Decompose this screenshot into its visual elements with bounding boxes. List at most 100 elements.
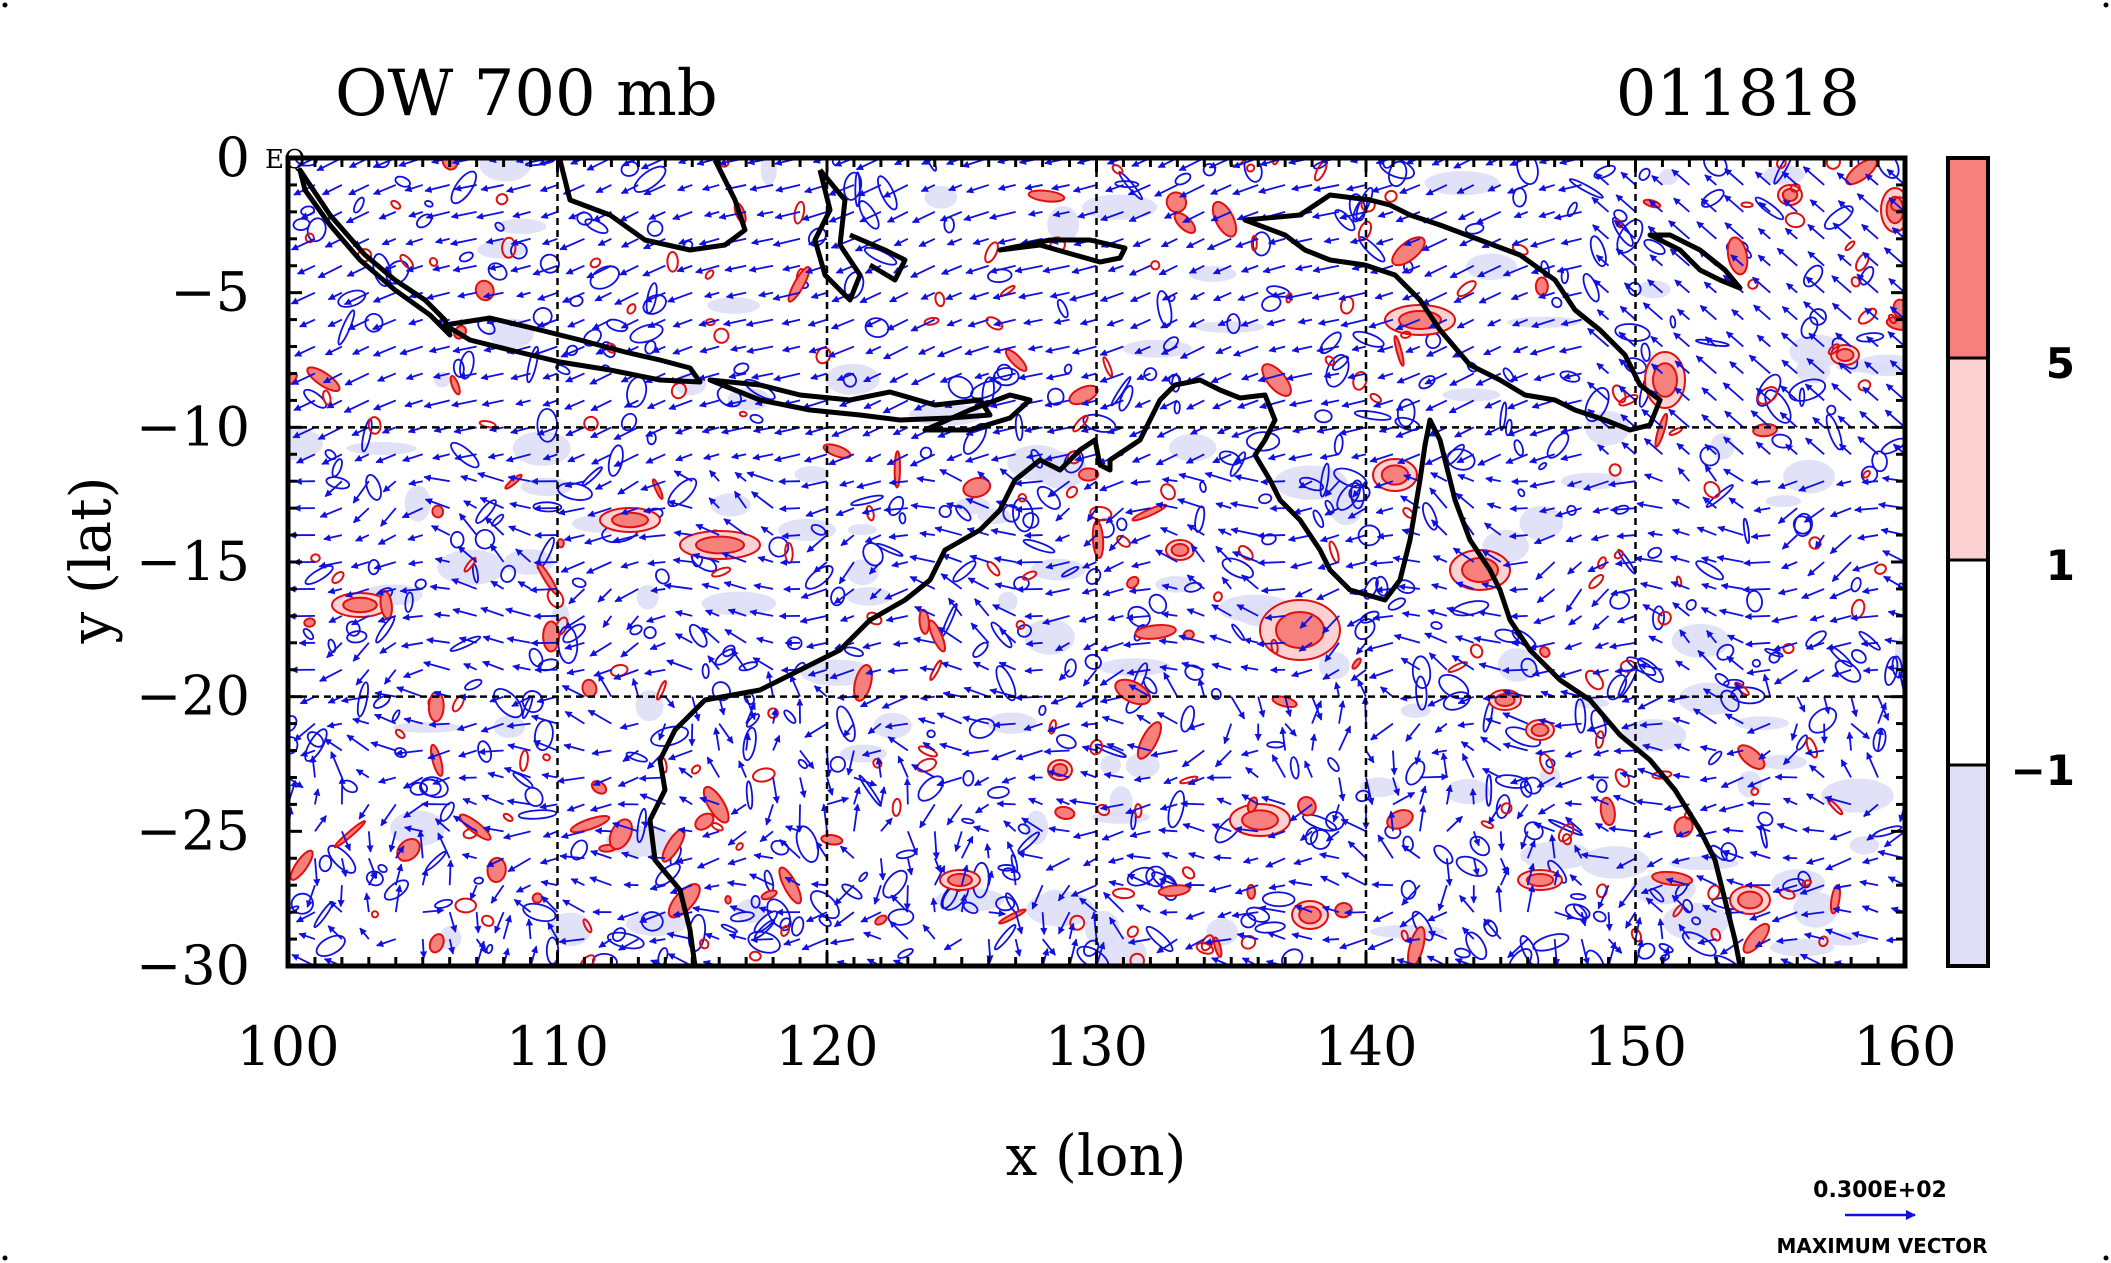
- negative-ow-contour: [1145, 925, 1174, 953]
- y-tick-label: 0: [216, 126, 250, 189]
- wind-vector: [1497, 831, 1506, 851]
- x-tick-label: 130: [1045, 1015, 1148, 1078]
- wind-vector: [1509, 504, 1528, 513]
- negative-ow-contour: [517, 809, 558, 820]
- negative-ow-contour: [1411, 655, 1432, 690]
- negative-ow-contour: [1611, 216, 1634, 247]
- negative-ow-region: [1188, 266, 1237, 282]
- wind-vector: [779, 558, 801, 567]
- negative-ow-contour: [720, 923, 738, 934]
- negative-ow-region: [1424, 171, 1500, 196]
- negative-ow-contour: [1433, 844, 1454, 865]
- negative-ow-region: [1637, 280, 1671, 299]
- negative-ow-contour: [290, 892, 314, 915]
- negative-ow-contour: [526, 345, 540, 384]
- negative-ow-region: [1710, 433, 1735, 460]
- negative-ow-contour: [1327, 757, 1340, 773]
- negative-ow-contour: [836, 705, 856, 743]
- negative-ow-contour: [1859, 265, 1875, 286]
- colorbar-band: [1948, 560, 1988, 765]
- negative-ow-contour: [1800, 316, 1819, 339]
- negative-ow-contour: [1180, 705, 1196, 733]
- colorbar-level-label: 5: [2046, 339, 2075, 388]
- wind-vector: [288, 885, 289, 887]
- positive-ow-contour: [431, 504, 445, 519]
- negative-ow-contour: [766, 898, 791, 929]
- negative-ow-region: [847, 524, 878, 536]
- negative-ow-region: [1445, 778, 1491, 805]
- negative-ow-contour: [1298, 476, 1325, 492]
- negative-ow-contour: [1261, 891, 1296, 908]
- negative-ow-contour: [996, 363, 1013, 381]
- negative-ow-contour: [810, 523, 827, 536]
- negative-ow-region: [1169, 434, 1217, 462]
- negative-ow-region: [955, 496, 991, 515]
- negative-ow-contour: [377, 863, 388, 874]
- negative-ow-region: [635, 690, 664, 722]
- negative-ow-contour: [1226, 313, 1241, 335]
- negative-ow-contour: [1751, 658, 1761, 668]
- negative-ow-contour: [1289, 756, 1300, 780]
- wind-vector: [288, 939, 289, 940]
- negative-ow-contour: [1082, 413, 1117, 433]
- x-tick-label: 160: [1853, 1015, 1956, 1078]
- negative-ow-contour: [841, 883, 863, 900]
- wind-vector: [987, 965, 989, 966]
- wind-vector: [1344, 908, 1367, 917]
- negative-ow-contour: [494, 221, 505, 232]
- negative-ow-contour: [898, 512, 907, 525]
- negative-ow-contour: [747, 930, 781, 954]
- wind-vector: [288, 454, 289, 456]
- negative-ow-contour: [1350, 479, 1365, 510]
- negative-ow-region: [701, 591, 777, 616]
- negative-ow-contour: [1570, 893, 1587, 901]
- negative-ow-contour: [701, 663, 710, 680]
- wind-vector: [288, 480, 289, 482]
- negative-ow-contour: [1797, 870, 1812, 889]
- negative-ow-contour: [1720, 689, 1740, 713]
- negative-ow-contour: [1669, 315, 1677, 329]
- negative-ow-contour: [1314, 409, 1333, 424]
- wind-vector: [288, 965, 289, 966]
- negative-ow-contour: [1143, 367, 1158, 382]
- negative-ow-contour: [1038, 704, 1047, 716]
- negative-ow-contour: [850, 494, 884, 507]
- negative-ow-contour: [409, 781, 429, 796]
- negative-ow-contour: [419, 778, 442, 797]
- negative-ow-contour: [1681, 931, 1717, 957]
- negative-ow-contour: [829, 755, 847, 773]
- wind-vector: [288, 346, 289, 348]
- negative-ow-contour: [1593, 164, 1616, 179]
- negative-ow-contour: [304, 564, 334, 585]
- negative-ow-contour: [458, 251, 474, 263]
- wind-vector: [288, 238, 289, 240]
- negative-ow-contour: [650, 725, 689, 747]
- negative-ow-contour: [353, 196, 365, 214]
- positive-ow-core: [695, 535, 745, 555]
- negative-ow-region: [825, 363, 880, 395]
- negative-ow-contour: [1695, 560, 1725, 581]
- negative-ow-contour: [1584, 387, 1610, 423]
- negative-ow-contour: [1643, 238, 1666, 255]
- negative-ow-contour: [625, 751, 648, 763]
- negative-ow-contour: [750, 895, 761, 909]
- negative-ow-region: [1047, 205, 1080, 243]
- wind-vector: [903, 885, 911, 911]
- negative-ow-contour: [288, 715, 298, 733]
- negative-ow-region: [998, 591, 1018, 612]
- negative-ow-region: [496, 218, 547, 235]
- negative-ow-contour: [485, 943, 494, 955]
- negative-ow-contour: [1494, 628, 1520, 643]
- wind-vector: [1742, 586, 1771, 594]
- vector-key: 0.300E+02 MAXIMUM VECTOR: [1776, 1178, 1987, 1258]
- wind-vector: [428, 720, 450, 729]
- negative-ow-contour: [1469, 835, 1491, 857]
- negative-ow-contour: [611, 927, 627, 942]
- negative-ow-contour: [1538, 462, 1548, 471]
- negative-ow-region: [479, 158, 532, 182]
- negative-ow-region: [674, 373, 707, 396]
- negative-ow-contour: [1823, 205, 1854, 230]
- negative-ow-region: [1789, 334, 1845, 369]
- negative-ow-contour: [306, 731, 325, 748]
